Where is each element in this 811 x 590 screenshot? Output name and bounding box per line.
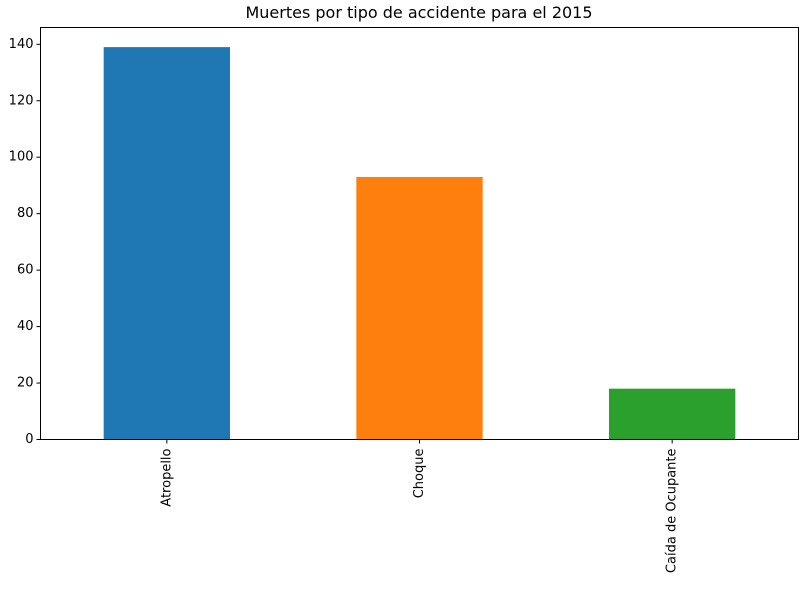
bar-0 <box>103 47 230 440</box>
y-tick-label-4: 80 <box>17 206 34 221</box>
bar-2 <box>609 388 736 440</box>
y-tick-label-3: 60 <box>17 263 34 278</box>
y-axis: 0 20 40 60 80 100 120 140 <box>9 37 41 447</box>
x-tick-label-0: Atropello <box>159 448 174 506</box>
x-tick-label-1: Choque <box>412 449 427 499</box>
y-tick-label-7: 140 <box>9 37 34 52</box>
plot-frame <box>40 27 799 440</box>
y-tick-label-5: 100 <box>9 150 34 165</box>
bars-group <box>103 47 736 440</box>
bar-1 <box>356 176 483 440</box>
chart-title: Muertes por tipo de accidente para el 20… <box>245 3 592 22</box>
y-tick-label-6: 120 <box>9 93 34 108</box>
x-tick-label-2: Caída de Ocupante <box>665 449 680 574</box>
y-tick-label-0: 0 <box>25 432 33 447</box>
x-axis: Atropello Choque Caída de Ocupante <box>159 439 680 574</box>
y-tick-label-1: 20 <box>17 376 34 391</box>
y-tick-label-2: 40 <box>17 319 34 334</box>
